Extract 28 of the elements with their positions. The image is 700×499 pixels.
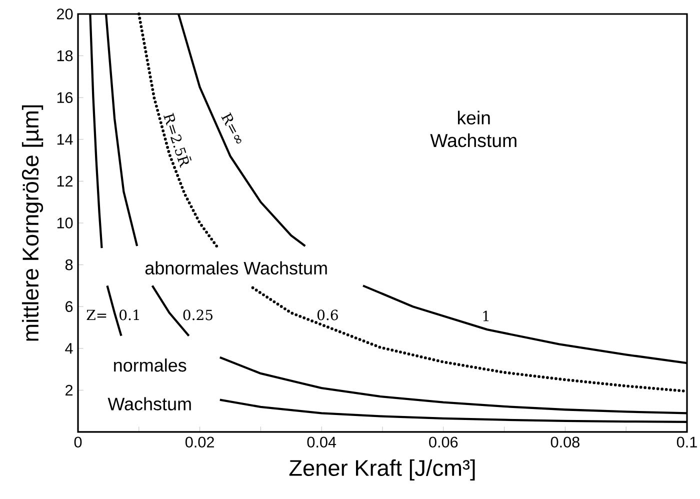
annotation: kein Wachstum <box>430 110 516 148</box>
y-tick-label: 12 <box>57 176 73 187</box>
annotation: abnormales Wachstum <box>145 261 327 275</box>
y-tick-label: 6 <box>66 301 73 312</box>
y-tick-label: 16 <box>57 92 73 104</box>
x-tick-label: 0.06 <box>429 436 458 448</box>
annotation: Z= <box>86 310 106 320</box>
y-tick-label: 20 <box>57 8 73 20</box>
x-tick-label: 0.1 <box>676 436 697 448</box>
x-axis-title: Zener Kraft [J/cm³] <box>289 459 475 480</box>
y-tick-label: 14 <box>57 134 73 145</box>
y-tick-label: 10 <box>57 218 73 228</box>
y-tick-label: 4 <box>65 343 73 354</box>
y-tick-label: 18 <box>57 50 73 62</box>
annotation: Wachstum <box>108 397 191 410</box>
x-tick-label: 0.04 <box>307 436 336 448</box>
x-tick-label: 0 <box>74 436 82 448</box>
y-axis-title: mittlere Korngröße [µm] <box>22 105 44 341</box>
series-label: 0.6 <box>317 310 338 320</box>
y-tick-label: 2 <box>66 384 73 396</box>
x-tick-label: 0.08 <box>550 436 580 448</box>
x-tick-label: 0.02 <box>185 436 214 448</box>
series-label: 0.1 <box>120 310 139 320</box>
annotation: normales <box>114 358 186 372</box>
series-label: 1 <box>483 310 488 322</box>
series-label: 0.25 <box>183 310 212 320</box>
y-tick-label: 8 <box>65 259 73 270</box>
annotation: R=∞ <box>221 112 242 144</box>
